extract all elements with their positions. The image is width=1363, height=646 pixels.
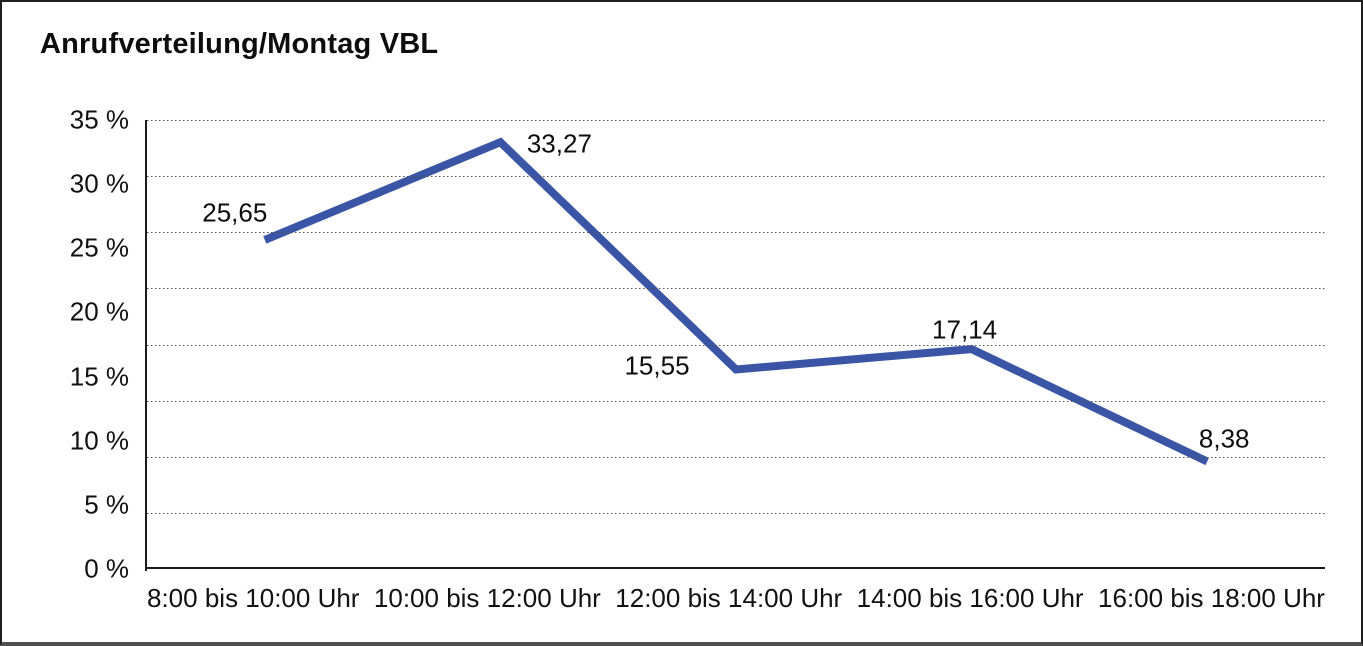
y-axis-labels: 35 % 30 % 25 % 20 % 15 % 10 % 5 % 0 % (2, 105, 129, 584)
y-tick-label: 20 % (69, 296, 129, 327)
data-line-svg (263, 137, 1209, 466)
gridline (147, 400, 1325, 402)
point-label: 33,27 (526, 128, 592, 159)
gridline (147, 344, 1325, 346)
x-tick-label: 8:00 bis 10:00 Uhr (147, 583, 360, 613)
y-tick-label: 15 % (69, 361, 129, 392)
gridline (147, 512, 1325, 514)
y-tick-label: 5 % (84, 489, 129, 520)
point-label: 25,65 (202, 197, 268, 228)
y-tick-label: 0 % (84, 553, 129, 584)
plot-area: 25,65 33,27 15,55 17,14 8,38 (147, 120, 1325, 569)
data-line (263, 137, 1209, 466)
point-label: 17,14 (932, 314, 998, 345)
x-axis-line (145, 567, 1325, 569)
point-label: 8,38 (1198, 423, 1250, 454)
x-tick-label: 14:00 bis 16:00 Uhr (856, 583, 1084, 613)
gridline (147, 176, 1325, 178)
y-tick-label: 10 % (69, 425, 129, 456)
y-tick-label: 25 % (69, 232, 129, 263)
x-axis-labels: 8:00 bis 10:00 Uhr 10:00 bis 12:00 Uhr 12:… (147, 583, 1325, 614)
x-tick-label: 16:00 bis 18:00 Uhr (1098, 583, 1325, 613)
y-tick-label: 30 % (69, 168, 129, 199)
gridline (147, 288, 1325, 290)
y-axis-line (145, 120, 147, 571)
x-tick-label: 12:00 bis 14:00 Uhr (615, 583, 843, 613)
x-tick-label: 10:00 bis 12:00 Uhr (373, 583, 601, 613)
gridline (147, 456, 1325, 458)
y-tick-label: 35 % (69, 104, 129, 135)
gridline (147, 120, 1325, 121)
chart-title: Anrufverteilung/Montag VBL (40, 28, 439, 60)
gridline (147, 232, 1325, 234)
point-label: 15,55 (624, 350, 690, 381)
